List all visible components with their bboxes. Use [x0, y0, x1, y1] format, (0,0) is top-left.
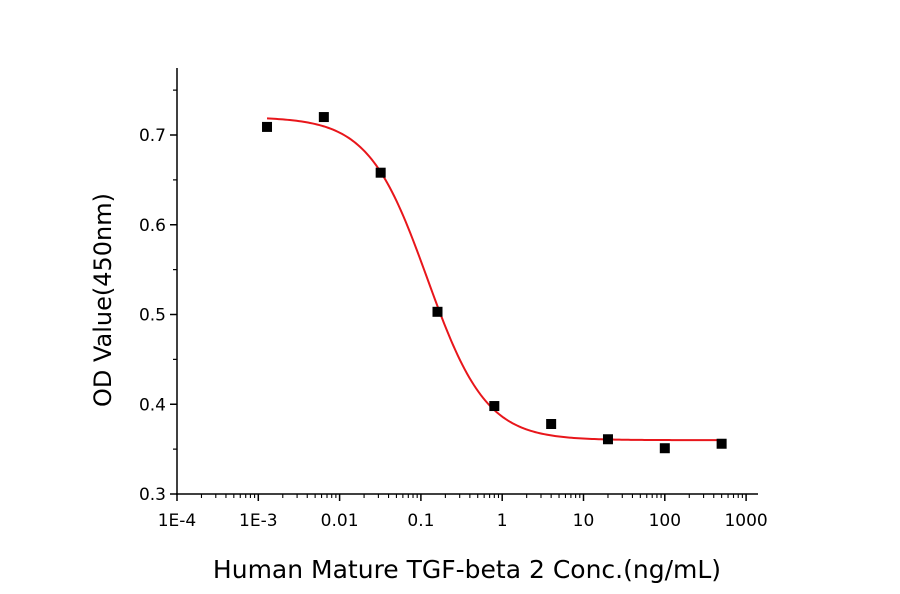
x-tick-label: 1000 — [724, 511, 767, 531]
data-points — [262, 112, 727, 454]
data-point — [489, 401, 500, 412]
x-tick-label: 1E-4 — [158, 511, 197, 531]
axes: 0.3 0.4 0.5 0.6 0.7 1E-4 1E-3 0.01 0.1 1 10 100 1000 — [139, 68, 768, 531]
fit-curve — [266, 117, 722, 442]
data-point — [432, 306, 443, 317]
data-point — [546, 418, 557, 429]
data-point — [318, 112, 329, 123]
x-tick-label: 1 — [497, 511, 508, 531]
y-tick-label: 0.4 — [139, 395, 166, 415]
x-tick-label: 0.1 — [407, 511, 434, 531]
data-point — [659, 443, 670, 454]
data-point — [716, 438, 727, 449]
x-tick-label: 0.01 — [321, 511, 359, 531]
x-tick-label: 10 — [573, 511, 595, 531]
y-tick-label: 0.5 — [139, 306, 166, 326]
x-axis-label: Human Mature TGF-beta 2 Conc.(ng/mL) — [213, 555, 721, 584]
data-point — [375, 167, 386, 178]
data-point — [262, 121, 273, 132]
y-tick-label: 0.6 — [139, 216, 166, 236]
y-tick-label: 0.7 — [139, 126, 166, 146]
y-axis-label: OD Value(450nm) — [89, 193, 117, 407]
x-tick-label: 100 — [649, 511, 681, 531]
data-point — [602, 434, 613, 445]
x-tick-label: 1E-3 — [239, 511, 278, 531]
y-tick-label: 0.3 — [139, 485, 166, 505]
